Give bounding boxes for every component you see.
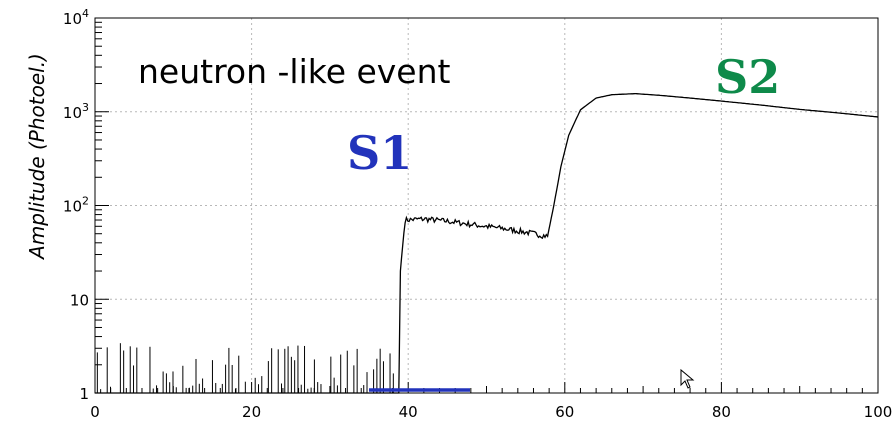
y-tick-label: 104 [63, 7, 89, 28]
x-tick-label: 0 [90, 403, 100, 421]
x-tick-label: 100 [864, 403, 893, 421]
y-axis-label: Amplitude (Photoel.) [25, 53, 49, 261]
x-tick-label: 60 [555, 403, 574, 421]
event-type-label: neutron -like event [138, 52, 451, 91]
x-tick-labels: 0 20 40 60 80 100 [90, 403, 892, 421]
y-tick-label: 102 [63, 195, 89, 216]
y-tick-label: 103 [63, 101, 89, 122]
grid-lines [95, 18, 878, 393]
y-tick-label: 10 [70, 291, 89, 309]
signal-waveform-line [95, 92, 879, 394]
cursor-pointer-icon [680, 368, 695, 389]
y-tick-labels: 1 10 102 103 104 [63, 7, 89, 403]
s1-label: S1 [347, 126, 412, 180]
x-tick-label: 40 [399, 403, 418, 421]
s2-label: S2 [715, 50, 780, 104]
x-tick-label: 80 [712, 403, 731, 421]
y-tick-label: 1 [79, 385, 89, 403]
x-tick-label: 20 [242, 403, 261, 421]
baseline-noise-spikes [96, 343, 394, 393]
